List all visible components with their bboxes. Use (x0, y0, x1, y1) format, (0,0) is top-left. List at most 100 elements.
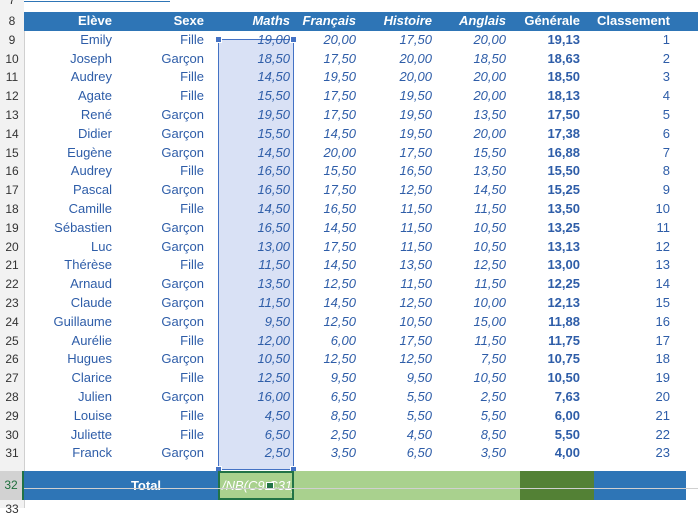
cell-anglais[interactable]: 10,50 (473, 370, 506, 386)
cell-anglais[interactable]: 14,50 (473, 182, 506, 198)
cell-histoire[interactable]: 11,50 (400, 201, 432, 216)
cell-anglais[interactable]: 10,50 (473, 238, 506, 254)
cell-maths[interactable]: 4,50 (264, 407, 290, 423)
cell-generale[interactable]: 4,00 (554, 445, 580, 461)
row-number[interactable]: 24 (5, 314, 19, 329)
cell-histoire[interactable]: 11,50 (400, 219, 432, 235)
cell-generale[interactable]: 18,13 (547, 88, 580, 104)
cell-sexe[interactable]: Fille (180, 163, 204, 179)
cell-eleve[interactable]: Eugène (67, 144, 112, 160)
cell-histoire[interactable]: 13,50 (399, 257, 432, 273)
cell-histoire[interactable]: 19,50 (399, 107, 432, 122)
row-number[interactable]: 13 (5, 108, 19, 122)
cell-maths[interactable]: 16,50 (257, 182, 290, 198)
cell-anglais[interactable]: 13,50 (473, 107, 506, 122)
row-number[interactable]: 25 (5, 333, 19, 348)
cell-francais[interactable]: 14,50 (323, 125, 356, 141)
cell-francais[interactable]: 19,50 (323, 69, 356, 85)
cell-anglais[interactable]: 10,50 (473, 219, 506, 235)
cell-generale[interactable]: 10,50 (547, 370, 580, 386)
row-number[interactable]: 11 (5, 70, 19, 85)
cell-eleve[interactable]: René (80, 107, 112, 122)
cell-anglais[interactable]: 20,00 (473, 88, 506, 104)
cell-eleve[interactable]: Louise (73, 407, 112, 423)
cell-maths[interactable]: 12,00 (257, 332, 290, 348)
cell-classement[interactable]: 10 (655, 201, 670, 216)
total-label[interactable]: Total (24, 471, 218, 500)
row-number[interactable]: 27 (5, 371, 19, 386)
cell-generale[interactable]: 5,50 (554, 426, 580, 442)
cell-anglais[interactable]: 5,50 (480, 407, 506, 423)
cell-histoire[interactable]: 12,50 (399, 182, 432, 198)
cell-maths[interactable]: 6,50 (264, 426, 290, 442)
cell-francais[interactable]: 12,50 (323, 313, 356, 329)
cell-anglais[interactable]: 3,50 (480, 445, 506, 461)
cell-francais[interactable]: 2,50 (330, 426, 356, 442)
cell-histoire[interactable]: 17,50 (399, 144, 432, 160)
cell-sexe[interactable]: Garçon (161, 295, 204, 310)
cell-eleve[interactable]: Claude (70, 295, 112, 310)
cell-classement[interactable]: 9 (662, 182, 670, 198)
cell-maths[interactable]: 16,00 (257, 389, 290, 404)
cell-maths[interactable]: 13,50 (257, 276, 290, 292)
cell-francais[interactable]: 16,50 (323, 201, 356, 216)
row-number[interactable]: 14 (5, 126, 19, 141)
selected-range-maths[interactable] (215, 36, 297, 473)
cell-generale[interactable]: 17,50 (547, 107, 580, 122)
cell-francais[interactable]: 6,50 (330, 389, 356, 404)
cell-anglais[interactable]: 20,00 (473, 69, 506, 85)
cell-generale[interactable]: 16,88 (547, 144, 580, 160)
cell-histoire[interactable]: 19,50 (399, 125, 432, 141)
cell-classement[interactable]: 18 (655, 351, 670, 367)
cell-generale[interactable]: 13,00 (547, 257, 580, 273)
cell-maths[interactable]: 10,50 (257, 351, 290, 367)
cell-generale[interactable]: 12,25 (547, 276, 580, 292)
cell-classement[interactable]: 15 (655, 295, 670, 310)
cell-generale[interactable]: 17,38 (547, 125, 580, 141)
cell-sexe[interactable]: Fille (180, 201, 204, 216)
row-number[interactable]: 18 (5, 202, 19, 216)
cell-classement[interactable]: 20 (655, 389, 670, 404)
cell-eleve[interactable]: Joseph (70, 50, 112, 66)
cell-classement[interactable]: 14 (655, 276, 670, 292)
cell-maths[interactable]: 11,50 (258, 257, 290, 273)
cell-sexe[interactable]: Garçon (161, 313, 204, 329)
cell-classement[interactable]: 7 (662, 144, 670, 160)
cell-generale[interactable]: 18,63 (547, 50, 580, 66)
cell-sexe[interactable]: Fille (180, 426, 204, 442)
cell-histoire[interactable]: 5,50 (406, 407, 432, 423)
cell-eleve[interactable]: Didier (78, 125, 112, 141)
cell-sexe[interactable]: Fille (180, 88, 204, 104)
cell-sexe[interactable]: Fille (180, 257, 204, 273)
cell-sexe[interactable]: Garçon (161, 445, 204, 461)
cell-francais[interactable]: 20,00 (323, 31, 356, 47)
cell-anglais[interactable]: 18,50 (473, 50, 506, 66)
row-number[interactable]: 16 (5, 164, 19, 179)
cell-sexe[interactable]: Garçon (161, 389, 204, 404)
cell-classement[interactable]: 11 (656, 219, 671, 235)
header-anglais[interactable]: Anglais (459, 13, 506, 28)
cell-generale[interactable]: 15,25 (547, 182, 580, 198)
row-number[interactable]: 17 (5, 183, 19, 198)
cell-anglais[interactable]: 13,50 (473, 163, 506, 179)
cell-maths[interactable]: 2,50 (264, 445, 290, 461)
cell-anglais[interactable]: 11,50 (474, 332, 506, 348)
cell-generale[interactable]: 19,13 (547, 31, 580, 47)
row-number[interactable]: 23 (5, 296, 19, 310)
total-green-cells[interactable] (294, 471, 520, 500)
cell-francais[interactable]: 14,50 (323, 295, 356, 310)
cell-classement[interactable]: 4 (662, 88, 670, 104)
cell-maths[interactable]: 16,50 (257, 163, 290, 179)
cell-generale[interactable]: 18,50 (547, 69, 580, 85)
header-francais[interactable]: Français (302, 13, 356, 28)
cell-generale[interactable]: 11,88 (548, 313, 580, 329)
cell-generale[interactable]: 10,75 (547, 351, 580, 367)
cell-eleve[interactable]: Luc (91, 238, 112, 254)
cell-classement[interactable]: 2 (662, 50, 670, 66)
cell-histoire[interactable]: 11,50 (400, 238, 432, 254)
cell-maths[interactable]: 14,50 (257, 144, 290, 160)
cell-classement[interactable]: 13 (655, 257, 670, 273)
cell-classement[interactable]: 12 (655, 238, 670, 254)
cell-classement[interactable]: 3 (662, 69, 670, 85)
